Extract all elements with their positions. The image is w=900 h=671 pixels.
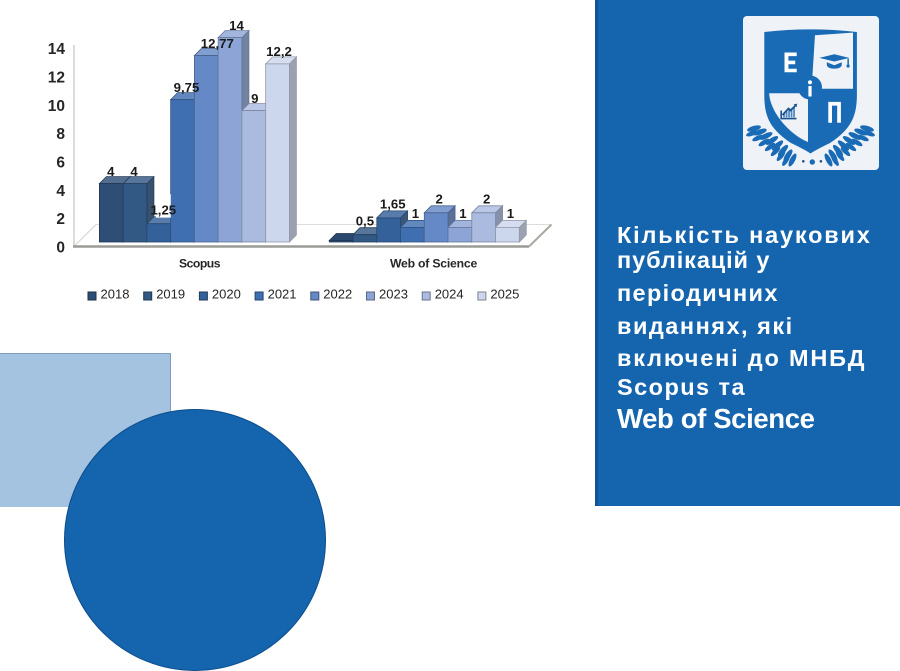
svg-text:4: 4 xyxy=(56,183,65,200)
svg-text:6: 6 xyxy=(56,155,65,172)
svg-text:2019: 2019 xyxy=(156,287,185,302)
svg-text:14: 14 xyxy=(229,18,244,33)
svg-text:10: 10 xyxy=(48,98,65,115)
svg-text:12: 12 xyxy=(48,70,65,87)
svg-text:2: 2 xyxy=(483,192,490,207)
svg-text:0,5: 0,5 xyxy=(356,214,374,229)
svg-text:9: 9 xyxy=(251,91,258,106)
svg-text:Scopus: Scopus xyxy=(179,257,221,271)
svg-text:1: 1 xyxy=(459,206,466,221)
svg-text:4: 4 xyxy=(130,164,138,179)
svg-text:2020: 2020 xyxy=(212,287,241,302)
svg-text:1,65: 1,65 xyxy=(380,197,406,212)
svg-text:12,77: 12,77 xyxy=(201,36,234,51)
svg-text:2: 2 xyxy=(436,192,443,207)
svg-text:1: 1 xyxy=(507,206,514,221)
svg-text:2024: 2024 xyxy=(435,287,464,302)
svg-text:1,25: 1,25 xyxy=(150,203,176,218)
svg-text:2: 2 xyxy=(56,211,65,228)
svg-text:2021: 2021 xyxy=(268,287,297,302)
svg-text:14: 14 xyxy=(48,41,66,58)
svg-text:4: 4 xyxy=(107,164,115,179)
svg-text:8: 8 xyxy=(56,126,65,143)
svg-text:12,2: 12,2 xyxy=(266,44,292,59)
svg-text:0: 0 xyxy=(56,239,65,256)
svg-text:2023: 2023 xyxy=(379,287,408,302)
svg-text:2018: 2018 xyxy=(101,287,130,302)
svg-text:1: 1 xyxy=(412,206,419,221)
svg-text:9,75: 9,75 xyxy=(174,80,200,95)
svg-text:2025: 2025 xyxy=(490,287,519,302)
svg-text:2022: 2022 xyxy=(323,287,352,302)
svg-text:Web of Science: Web of Science xyxy=(390,257,477,271)
